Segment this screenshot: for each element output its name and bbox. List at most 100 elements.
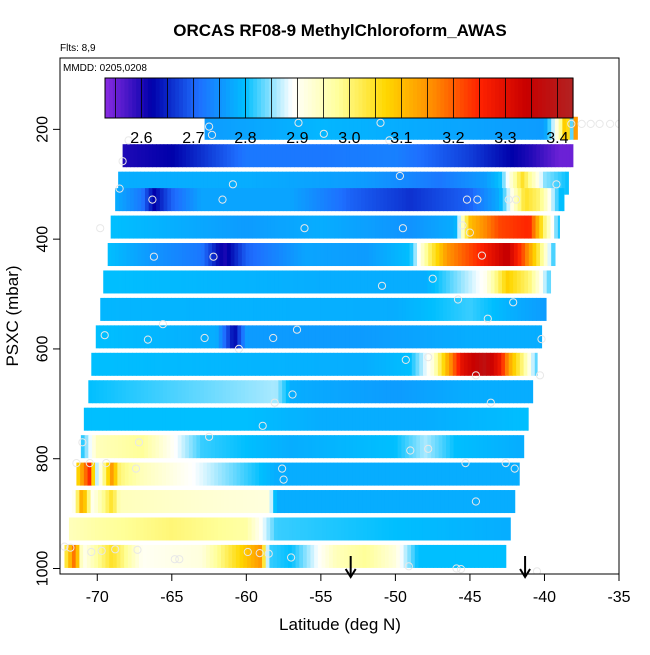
band-cell <box>439 188 444 212</box>
band-cell <box>535 171 540 195</box>
band-cell <box>171 188 176 212</box>
band-3 <box>115 188 565 212</box>
band-cell <box>383 144 388 168</box>
band-cell <box>241 325 246 349</box>
band-cell <box>396 462 402 486</box>
band-cell <box>390 188 396 212</box>
band-cell <box>305 188 310 212</box>
band-cell <box>491 116 496 140</box>
band-cell <box>165 544 170 568</box>
band-cell <box>356 435 361 459</box>
band-cell <box>182 144 187 168</box>
band-cell <box>340 544 345 568</box>
band-cell <box>72 517 77 541</box>
band-cell <box>484 144 489 168</box>
band-cell <box>297 215 302 239</box>
band-cell <box>136 215 142 239</box>
colorbar-cell <box>409 78 414 118</box>
band-cell <box>244 270 250 294</box>
band-cell <box>476 144 481 168</box>
colorbar-cell <box>452 78 457 118</box>
band-cell <box>275 188 280 212</box>
band-cell <box>535 270 540 294</box>
band-cell <box>505 325 511 349</box>
band-cell <box>397 270 402 294</box>
band-cell <box>449 407 454 431</box>
band-cell <box>277 517 282 541</box>
band-cell <box>367 171 373 195</box>
band-cell <box>166 325 171 349</box>
band-cell <box>543 243 549 267</box>
band-16 <box>64 544 507 568</box>
colorbar-cell <box>186 78 192 118</box>
band-cell <box>233 325 238 349</box>
band-cell <box>200 188 206 212</box>
colorbar-cell <box>140 78 145 118</box>
band-cell <box>335 297 340 321</box>
sample-marker <box>401 355 410 364</box>
band-cell <box>196 215 201 239</box>
band-cell <box>483 171 488 195</box>
band-cell <box>400 462 405 486</box>
band-cell <box>198 490 203 514</box>
band-cell <box>162 171 168 195</box>
band-cell <box>147 270 153 294</box>
band-cell <box>357 243 362 267</box>
band-cell <box>536 188 541 212</box>
colorbar-cell <box>530 78 535 118</box>
band-cell <box>476 116 481 140</box>
band-cell <box>337 407 342 431</box>
band-cell <box>117 517 122 541</box>
sample-marker <box>255 549 264 558</box>
colorbar-cell <box>323 78 328 118</box>
band-cell <box>271 243 276 267</box>
band-cell <box>305 116 310 140</box>
band-cell <box>367 380 373 404</box>
band-cell <box>293 435 298 459</box>
band-cell <box>144 171 149 195</box>
band-cell <box>338 171 343 195</box>
sample-marker <box>158 320 167 329</box>
colorbar-cell <box>202 78 207 118</box>
band-cell <box>274 215 279 239</box>
colorbar-tick-label: 3.1 <box>390 130 412 147</box>
band-cell <box>438 380 443 404</box>
colorbar-cell <box>428 78 434 118</box>
band-2 <box>118 171 569 195</box>
band-cell <box>460 325 466 349</box>
band-cell <box>156 144 161 168</box>
band-cell <box>417 243 422 267</box>
band-cell <box>133 325 138 349</box>
band-cell <box>346 144 351 168</box>
band-cell <box>352 435 358 459</box>
band-cell <box>444 490 449 514</box>
colorbar-cell <box>303 78 309 118</box>
band-cell <box>332 490 338 514</box>
band-cell <box>390 380 395 404</box>
band-cell <box>308 435 313 459</box>
band-cell <box>390 215 395 239</box>
colorbar-cell <box>319 78 324 118</box>
band-cell <box>326 270 332 294</box>
band-cell <box>434 435 440 459</box>
colorbar-cell <box>159 78 165 118</box>
band-cell <box>524 171 529 195</box>
band-cell <box>197 297 202 321</box>
band-cell <box>159 215 164 239</box>
band-cell <box>241 144 247 168</box>
band-cell <box>174 188 180 212</box>
band-cell <box>524 215 529 239</box>
band-cell <box>465 116 470 140</box>
band-cell <box>338 297 344 321</box>
band-cell <box>446 243 452 267</box>
band-cell <box>103 380 108 404</box>
band-cell <box>387 116 392 140</box>
band-cell <box>210 407 215 431</box>
band-cell <box>326 380 332 404</box>
band-cell <box>359 517 364 541</box>
band-cell <box>536 297 541 321</box>
band-cell <box>221 462 227 486</box>
band-cell <box>456 407 461 431</box>
sample-marker <box>586 119 595 129</box>
band-cell <box>465 243 470 267</box>
